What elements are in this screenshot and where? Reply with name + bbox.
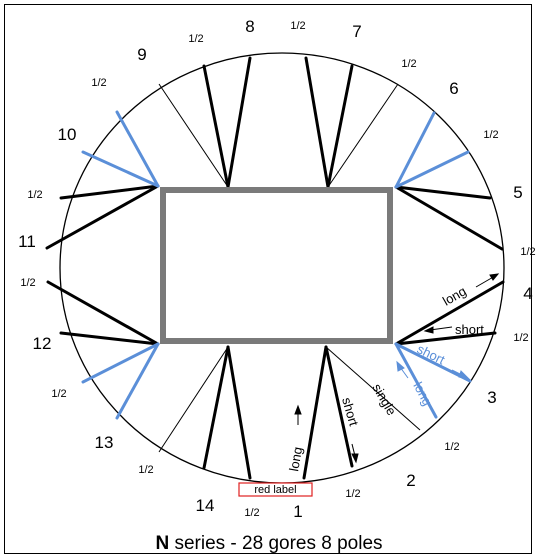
outer-ellipse: [59, 52, 505, 484]
half-label: 1/2: [20, 277, 35, 289]
gore-number: 6: [449, 79, 458, 98]
half-label: 1/2: [138, 464, 153, 476]
gore-number: 1: [293, 502, 302, 521]
blue-arrows: [396, 360, 471, 380]
gore-number: 7: [352, 22, 361, 41]
gore-number: 2: [406, 471, 415, 490]
half-label: 1/2: [483, 129, 498, 141]
single-label: single: [369, 381, 399, 418]
half-label: 1/2: [444, 441, 459, 453]
gore-number: 10: [58, 125, 77, 144]
gore-number: 13: [95, 433, 114, 452]
gore-number: 11: [18, 232, 36, 251]
gore-number: 4: [523, 284, 532, 303]
half-label: 1/2: [51, 388, 66, 400]
long-label-blue: long: [410, 379, 435, 408]
short-label-blue: short: [415, 341, 448, 367]
long-label-bottom: long: [286, 446, 305, 473]
gore-numbers: 1 2 3 4 5 6 7 8 9 10 11 12 13 14: [18, 17, 533, 521]
half-label: 1/2: [91, 77, 106, 89]
thick-lines: [45, 56, 505, 480]
center-rectangle: [160, 187, 393, 344]
diagram-frame: [4, 4, 532, 554]
half-label: 1/2: [244, 507, 259, 519]
half-label: 1/2: [513, 332, 528, 344]
half-label: 1/2: [345, 488, 360, 500]
half-label: 1/2: [27, 189, 42, 201]
caption-rest: series - 28 gores 8 poles: [169, 533, 383, 554]
gore-number: 5: [513, 183, 522, 202]
caption-series: N: [155, 533, 170, 554]
half-label: 1/2: [401, 58, 416, 70]
half-label: 1/2: [188, 33, 203, 45]
gore-number: 8: [245, 17, 254, 36]
gore-number: 3: [487, 388, 496, 407]
gore-number: 12: [33, 334, 52, 353]
half-label: 1/2: [290, 20, 305, 32]
blue-lines: [81, 110, 472, 420]
red-label-text: red label: [254, 484, 296, 496]
half-labels: 1/2 1/2 1/2 1/2 1/2 1/2 1/2 1/2 1/2 1/2 …: [20, 20, 535, 519]
half-label: 1/2: [520, 246, 535, 258]
gore-number: 14: [196, 496, 215, 515]
caption: N series - 28 gores 8 poles: [0, 533, 538, 555]
black-arrows: [294, 273, 500, 464]
thin-lines: [158, 83, 421, 453]
red-label-box: [238, 482, 313, 497]
gore-number: 9: [137, 45, 146, 64]
short-label-right: short: [455, 322, 484, 337]
